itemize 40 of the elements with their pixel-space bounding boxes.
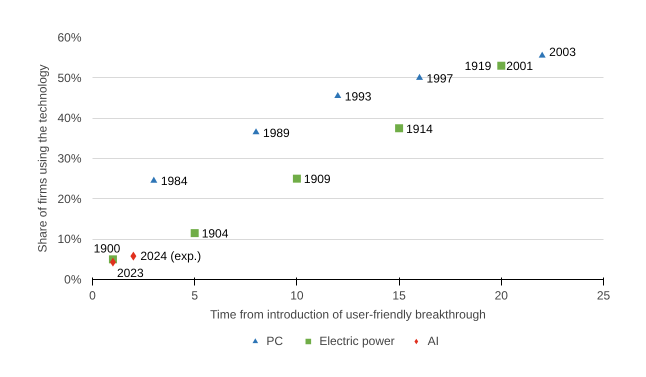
annotation: 1904 [202,226,229,241]
point [292,174,301,183]
point [252,128,260,134]
x-tick-label: 0 [89,288,96,302]
x-tick-label: 15 [392,288,406,302]
legend-label: Electric power [319,334,395,348]
annotation: 1997 [426,71,454,86]
annotation: 2003 [549,45,576,60]
y-tick-label: 30% [57,152,82,166]
point [497,62,506,70]
y-tick-label: 10% [57,232,82,246]
point [190,229,199,238]
point [395,124,404,132]
point [150,176,158,183]
annotation: 1993 [344,89,372,104]
annotation: 1919 [464,59,492,74]
annotation: 2023 [116,266,144,280]
y-tick-label: 0% [64,272,82,286]
annotation: 1984 [160,174,188,188]
legend-label: PC [266,334,284,348]
x-tick-label: 25 [596,288,610,302]
x-axis-title: Time from introduction of user-friendly breakthrough [210,308,486,322]
annotation: 2001 [506,59,534,74]
annotation: 2024 (exp.) [140,249,202,264]
point [334,92,342,98]
annotation: 1900 [94,241,121,256]
y-tick-label: 40% [57,111,82,126]
annotation: 1914 [406,122,434,136]
x-tick-label: 20 [494,288,508,302]
point [538,52,546,58]
x-tick-label: 10 [290,288,304,302]
point [416,74,424,80]
x-tick-label: 5 [191,288,198,302]
annotation: 1909 [304,172,331,186]
y-tick-label: 50% [57,70,82,85]
y-tick-label: 20% [57,192,82,206]
y-axis-title: Share of firms using the technology [35,64,50,253]
y-tick-label: 60% [57,30,82,44]
legend-label: AI [428,334,440,348]
annotation: 1989 [263,126,290,140]
